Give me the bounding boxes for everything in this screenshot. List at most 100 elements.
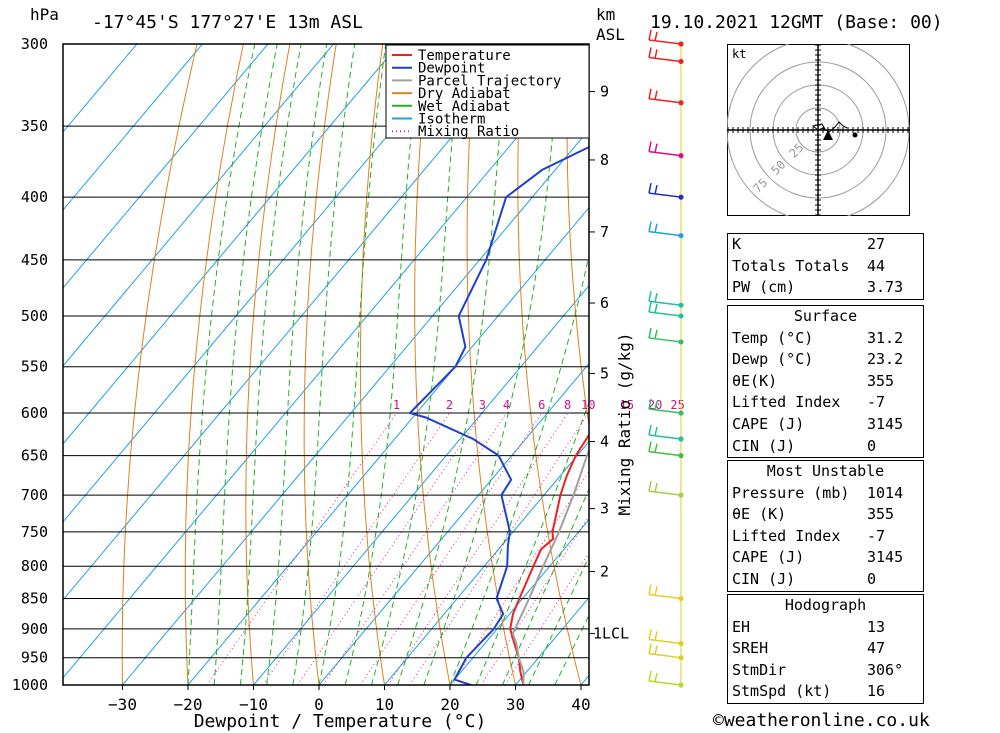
stats-surface: Surface Temp (°C) 31.2 Dewp (°C) 23.2 θE(K… [727, 305, 924, 459]
wet-adiabat [318, 44, 387, 685]
wind-barb [648, 291, 684, 308]
barb-flag [648, 480, 652, 492]
stats-hodograph: Hodograph EH 13 SREH 47 StmDir 306° StmSpd … [727, 594, 924, 704]
pressure-tick-label: 350 [21, 117, 48, 135]
wet-adiabat [501, 487, 589, 685]
mixing-ratio-line [322, 412, 507, 685]
wet-adiabat [397, 44, 508, 685]
isotherm [252, 284, 589, 685]
barb-dot [678, 436, 684, 442]
barb-flag [648, 643, 652, 654]
mixing-ratio-label: 1 [393, 398, 400, 412]
unstable-theta-e: θE (K) 355 [732, 505, 895, 524]
legend-label: Isotherm [418, 112, 485, 128]
barb-dot [678, 453, 684, 459]
barb-flag [654, 293, 658, 303]
dry-adiabat [303, 44, 337, 685]
mixing-ratio-label: 10 [581, 398, 595, 412]
barb-shaft [648, 450, 682, 457]
barb-shaft [648, 150, 682, 157]
height-tick-label: 6 [600, 294, 609, 312]
hodograph-header: Hodograph [784, 596, 867, 614]
barb-flag [648, 29, 652, 41]
legend-label: Dewpoint [418, 61, 485, 77]
mixing-ratio-line [504, 551, 589, 685]
height-ref: ASL [596, 25, 625, 44]
datetime: 19.10.2021 12GMT (Base: 00) [650, 12, 943, 33]
hodograph: kt 25 50 75 [727, 44, 910, 216]
barb-flag [648, 183, 652, 194]
barb-flag [654, 672, 658, 683]
mixing-ratio-label: 2 [446, 398, 453, 412]
wind-barb [648, 301, 684, 319]
dry-adiabat [245, 44, 291, 685]
isotherm [121, 128, 589, 685]
barb-shaft [648, 56, 682, 63]
hodo-eh: EH 13 [732, 617, 886, 636]
mixing-ratio-axis-label: Mixing Ratio (g/kg) [615, 332, 634, 515]
surface-cin: CIN (J) 0 [732, 436, 877, 455]
stats-indices: K 27 Totals Totals 44 PW (cm) 3.73 [727, 233, 924, 300]
dry-adiabat [517, 44, 582, 685]
wind-barb [648, 670, 684, 688]
barb-flag [654, 645, 658, 655]
mixing-ratio-label: 20 [648, 398, 662, 412]
barb-flag [648, 584, 652, 595]
surface-header: Surface [793, 307, 858, 325]
wind-barb [648, 424, 684, 442]
pressure-tick-label: 400 [21, 188, 48, 206]
wind-barb [648, 398, 684, 416]
surface-cape: CAPE (J) 3145 [732, 414, 904, 433]
pressure-tick-label: 950 [21, 649, 48, 667]
barb-dot [678, 655, 684, 661]
stat-totals-totals: Totals Totals 44 [732, 256, 886, 275]
barb-flag [648, 301, 652, 313]
x-axis-label: Dewpoint / Temperature (°C) [194, 711, 487, 732]
barb-flag [654, 303, 658, 314]
barb-flag [654, 49, 658, 59]
unstable-cape: CAPE (J) 3145 [732, 548, 904, 567]
dry-adiabat [980, 7, 1000, 711]
barb-dot [678, 339, 684, 345]
isotherm [187, 206, 589, 685]
barb-dot [678, 233, 684, 239]
height-tick-label: 1LCL [593, 625, 629, 643]
pressure-tick-label: 300 [21, 35, 48, 53]
height-tick-label: 3 [600, 500, 609, 518]
hodograph-unit: kt [732, 47, 746, 61]
height-tick-label: 2 [600, 562, 609, 580]
dry-adiabat [566, 44, 589, 429]
isotherm [63, 44, 400, 445]
dry-adiabat [359, 44, 386, 685]
chart-title: -17°45'S 177°27'E 13m ASL [92, 12, 363, 33]
barb-flag [648, 670, 652, 682]
wind-barb [648, 441, 684, 459]
barb-flag [648, 221, 652, 232]
dry-adiabat [934, 7, 1000, 711]
mixing-ratio-label: 25 [670, 398, 684, 412]
barb-dot [678, 100, 684, 106]
surface-temp: Temp (°C) 31.2 [732, 328, 904, 347]
series-temperature [509, 433, 589, 685]
barb-dot [678, 194, 684, 200]
barb-dot [678, 41, 684, 47]
series-parcel-trajectory [511, 447, 589, 685]
unstable-header: Most Unstable [766, 462, 885, 480]
barb-shaft [648, 337, 682, 343]
mixing-ratio-label: 3 [479, 398, 486, 412]
footer-credit[interactable]: ©weatheronline.co.uk [713, 710, 930, 731]
barb-shaft [648, 192, 682, 198]
barb-flag [654, 426, 658, 437]
height-tick-label: 7 [600, 223, 609, 241]
barb-shaft [648, 593, 682, 600]
barb-flag [648, 424, 652, 436]
wet-adiabat [528, 555, 589, 685]
height-unit: km [596, 5, 615, 24]
height-tick-label: 8 [600, 151, 609, 169]
barb-flag [654, 443, 658, 453]
hodo-stmdir: StmDir 306° [732, 660, 904, 679]
barb-shaft [648, 39, 682, 45]
pressure-unit: hPa [30, 5, 59, 24]
mixing-ratio-label: 15 [620, 398, 634, 412]
hodo-stmspd: StmSpd (kt) 16 [732, 682, 886, 701]
